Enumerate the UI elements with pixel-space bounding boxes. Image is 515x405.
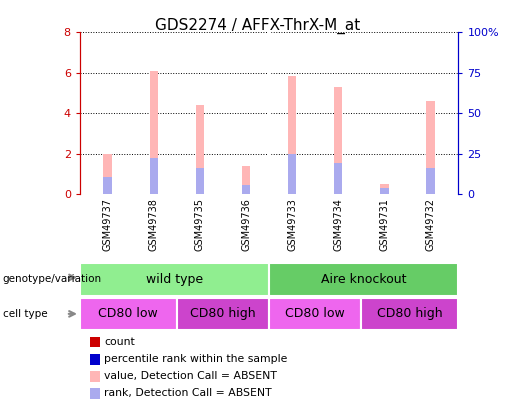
Bar xyxy=(381,184,389,194)
Text: cell type: cell type xyxy=(3,309,47,319)
Bar xyxy=(196,105,204,194)
Text: GSM49734: GSM49734 xyxy=(333,198,344,251)
Text: CD80 high: CD80 high xyxy=(190,307,256,320)
Text: count: count xyxy=(104,337,135,347)
Bar xyxy=(381,188,389,194)
Text: GSM49738: GSM49738 xyxy=(149,198,159,251)
Bar xyxy=(242,166,250,194)
Bar xyxy=(149,158,158,194)
Bar xyxy=(177,298,269,330)
Text: GSM49737: GSM49737 xyxy=(102,198,112,251)
Text: CD80 low: CD80 low xyxy=(98,307,158,320)
Bar xyxy=(149,71,158,194)
Bar xyxy=(426,101,435,194)
Bar xyxy=(334,163,342,194)
Text: GDS2274 / AFFX-ThrX-M_at: GDS2274 / AFFX-ThrX-M_at xyxy=(155,18,360,34)
Bar xyxy=(104,154,112,194)
Text: CD80 high: CD80 high xyxy=(377,307,443,320)
Bar xyxy=(80,263,269,296)
Bar xyxy=(104,177,112,194)
Bar xyxy=(288,154,296,194)
Text: value, Detection Call = ABSENT: value, Detection Call = ABSENT xyxy=(104,371,277,381)
Text: wild type: wild type xyxy=(146,273,203,286)
Bar xyxy=(80,298,177,330)
Text: GSM49736: GSM49736 xyxy=(241,198,251,251)
Bar xyxy=(426,168,435,194)
Text: genotype/variation: genotype/variation xyxy=(3,275,101,284)
Text: rank, Detection Call = ABSENT: rank, Detection Call = ABSENT xyxy=(104,388,271,398)
Text: GSM49731: GSM49731 xyxy=(380,198,389,251)
Text: GSM49733: GSM49733 xyxy=(287,198,297,251)
Bar xyxy=(362,298,458,330)
Bar xyxy=(334,87,342,194)
Bar xyxy=(196,168,204,194)
Bar xyxy=(288,76,296,194)
Bar xyxy=(269,263,458,296)
Text: GSM49732: GSM49732 xyxy=(426,198,436,251)
Text: CD80 low: CD80 low xyxy=(285,307,345,320)
Bar xyxy=(242,185,250,194)
Text: Aire knockout: Aire knockout xyxy=(321,273,406,286)
Text: GSM49735: GSM49735 xyxy=(195,198,205,251)
Bar xyxy=(269,298,362,330)
Text: percentile rank within the sample: percentile rank within the sample xyxy=(104,354,287,364)
